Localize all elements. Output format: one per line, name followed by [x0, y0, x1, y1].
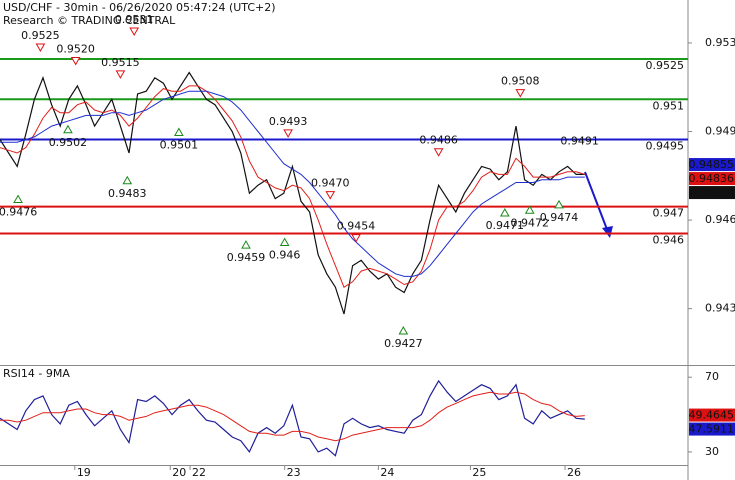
x-tick-label: 20: [172, 466, 186, 479]
level-label: 0.9525: [646, 59, 685, 72]
x-tick-label: 22: [192, 466, 206, 479]
x-tick-label: 25: [472, 466, 486, 479]
chart-title: USD/CHF - 30min - 06/26/2020 05:47:24 (U…: [3, 1, 276, 14]
price-badge: [689, 408, 735, 422]
x-tick-label: 23: [287, 466, 301, 479]
pivot-label: 0.9493: [269, 115, 308, 128]
pivot-label: 0.9502: [49, 136, 88, 149]
pivot-high-marker: [325, 191, 336, 200]
level-label: 0.9495: [646, 140, 685, 153]
pivot-low-marker: [398, 326, 409, 335]
pivot-label: 0.9491: [560, 134, 599, 147]
series-line: [0, 71, 585, 315]
pivot-label: 0.9525: [21, 29, 60, 42]
x-tick-label: 26: [567, 466, 581, 479]
price-badge: [689, 158, 735, 172]
y-tick-label: 70: [705, 370, 719, 383]
pivot-label: 0.9531: [115, 13, 154, 26]
pivot-label: 0.9471: [486, 219, 525, 232]
pivot-label: 0.9454: [337, 220, 376, 233]
pivot-low-marker: [122, 175, 133, 185]
pivot-low-marker: [279, 237, 290, 246]
pivot-label: 0.9427: [384, 337, 423, 350]
level-label: 0.946: [653, 233, 685, 246]
pivot-low-marker: [13, 194, 23, 204]
pivot-high-marker: [351, 234, 361, 243]
pivot-label: 0.9501: [160, 138, 199, 151]
series-line: [0, 90, 585, 277]
price-badge-label: 0.94824: [689, 186, 735, 199]
pivot-low-marker: [174, 127, 184, 136]
pivot-low-marker: [554, 199, 564, 209]
pivot-high-marker: [515, 89, 526, 98]
price-badge: [689, 422, 735, 436]
pivot-high-marker: [433, 148, 444, 157]
pivot-low-marker: [524, 205, 535, 214]
pivot-high-marker: [115, 70, 126, 79]
y-tick-label: 0.9531: [705, 36, 735, 49]
series-line: [0, 391, 585, 442]
price-badge-label: 47.5911: [689, 423, 735, 436]
pivot-label: 0.9520: [56, 42, 95, 55]
chart-subtitle: Research © TRADING CENTRAL: [3, 14, 176, 27]
pivot-high-marker: [129, 27, 140, 36]
price-badge: [689, 172, 735, 186]
series-line: [0, 85, 585, 288]
panel-title: RSI14 - 9MA: [3, 367, 70, 380]
y-tick-label: 0.9432: [705, 302, 735, 315]
x-tick-label: 19: [77, 466, 91, 479]
x-tick-label: 24: [380, 466, 394, 479]
pivot-label: 0.9470: [311, 177, 350, 190]
pivot-label: 0.9476: [0, 206, 37, 219]
pivot-high-marker: [35, 43, 46, 53]
level-label: 0.951: [653, 99, 685, 112]
level-label: 0.947: [653, 207, 685, 220]
pivot-label: 0.9515: [101, 56, 140, 69]
pivot-label: 0.9472: [511, 216, 550, 229]
price-badge-label: 49.4645: [689, 409, 735, 422]
y-tick-label: 0.9465: [705, 213, 735, 226]
pivot-low-marker: [63, 124, 73, 134]
pivot-high-marker: [283, 129, 293, 138]
pivot-low-marker: [241, 240, 251, 249]
pivot-label: 0.9486: [419, 134, 458, 147]
series-line: [0, 379, 585, 457]
pivot-low-marker: [499, 207, 510, 217]
y-tick-label: 0.9498: [705, 125, 735, 138]
price-badge: [689, 186, 735, 200]
forecast-arrow: [584, 171, 613, 238]
pivot-label: 0.9483: [108, 187, 147, 200]
y-tick-label: 30: [705, 445, 719, 458]
pivot-label: 0.9508: [501, 75, 540, 88]
pivot-label: 0.9459: [227, 251, 266, 264]
price-badge-label: 0.94855: [689, 158, 735, 171]
price-badge-label: 0.94836: [689, 172, 735, 185]
pivot-high-marker: [70, 56, 81, 66]
pivot-label: 0.946: [269, 248, 301, 261]
pivot-label: 0.9474: [540, 211, 579, 224]
